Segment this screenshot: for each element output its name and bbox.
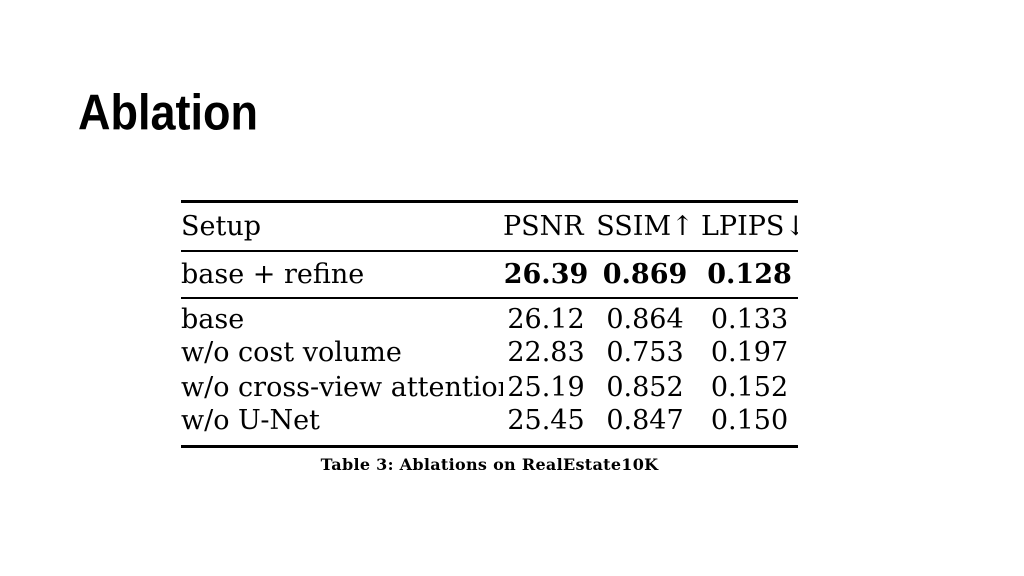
col-header-setup: Setup: [181, 210, 261, 242]
slide-title: Ablation: [78, 83, 258, 141]
ablation-table-block: Setup PSNR↑ SSIM↑ LPIPS↓ base + refine 2…: [181, 200, 798, 474]
cell-setup: w/o cross-view attention: [181, 371, 503, 403]
table-header: Setup PSNR↑ SSIM↑ LPIPS↓: [181, 202, 798, 251]
table-row-best: base + refine 26.39 0.869 0.128: [181, 251, 798, 298]
table-header-row: Setup PSNR↑ SSIM↑ LPIPS↓: [181, 202, 798, 251]
cell-ssim: 0.753: [606, 336, 684, 368]
cell-lpips: 0.133: [710, 303, 789, 335]
table-body-section: base 26.12 0.864 0.133 w/o cost volume 2…: [181, 298, 798, 447]
col-header-lpips: LPIPS↓: [701, 210, 798, 242]
cell-psnr: 25.19: [507, 371, 585, 403]
cell-ssim: 0.852: [606, 371, 684, 403]
table-row: w/o cross-view attention 25.19 0.852 0.1…: [181, 370, 798, 405]
col-header-ssim: SSIM↑: [596, 210, 694, 242]
cell-psnr: 26.12: [507, 303, 585, 335]
table-best-section: base + refine 26.39 0.869 0.128: [181, 251, 798, 298]
ablation-table: Setup PSNR↑ SSIM↑ LPIPS↓ base + refine 2…: [181, 200, 798, 448]
cell-setup: w/o U-Net: [181, 404, 320, 436]
cell-ssim: 0.864: [606, 303, 684, 335]
cell-setup: base: [181, 303, 245, 335]
cell-lpips: 0.150: [710, 404, 789, 436]
table-caption: Table 3: Ablations on RealEstate10K: [320, 454, 659, 474]
cell-lpips: 0.152: [710, 371, 789, 403]
cell-ssim: 0.869: [602, 258, 688, 290]
cell-setup: base + refine: [181, 258, 365, 290]
cell-setup: w/o cost volume: [181, 336, 402, 368]
table-row: base 26.12 0.864 0.133: [181, 298, 798, 335]
cell-ssim: 0.847: [606, 404, 684, 436]
col-header-psnr: PSNR↑: [503, 210, 589, 242]
table-row: w/o U-Net 25.45 0.847 0.150: [181, 405, 798, 447]
cell-psnr: 26.39: [503, 258, 589, 290]
table-row: w/o cost volume 22.83 0.753 0.197: [181, 335, 798, 370]
cell-lpips: 0.128: [707, 258, 792, 290]
cell-psnr: 25.45: [507, 404, 585, 436]
cell-lpips: 0.197: [710, 336, 789, 368]
cell-psnr: 22.83: [507, 336, 585, 368]
